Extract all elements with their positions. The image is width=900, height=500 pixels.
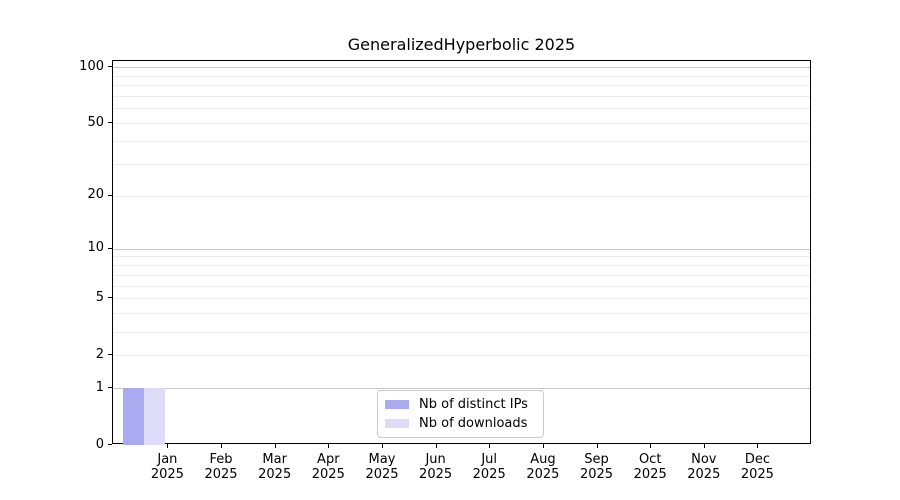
x-axis-tick-label: Jun 2025 <box>404 452 468 482</box>
x-tick-month: Apr <box>317 452 340 467</box>
gridline-minor <box>113 256 810 258</box>
y-axis-tick <box>108 387 112 389</box>
x-tick-year: 2025 <box>311 467 345 482</box>
x-tick-year: 2025 <box>204 467 238 482</box>
x-axis-tick-label: Apr 2025 <box>296 452 360 482</box>
y-axis-tick <box>108 297 112 299</box>
x-axis-tick <box>221 444 222 448</box>
gridline-minor <box>113 108 810 110</box>
y-axis-tick <box>108 122 112 123</box>
x-axis-tick-label: May 2025 <box>350 452 414 482</box>
gridline-minor <box>113 274 810 276</box>
x-axis-tick <box>382 444 383 448</box>
x-tick-month: Sep <box>584 452 609 467</box>
x-tick-year: 2025 <box>419 467 453 482</box>
legend-item-distinct-ips: Nb of distinct IPs <box>385 397 536 412</box>
y-axis-tick <box>108 247 112 249</box>
legend: Nb of distinct IPs Nb of downloads <box>377 390 544 438</box>
gridline-major <box>113 67 810 68</box>
gridline-minor <box>113 85 810 87</box>
legend-swatch-distinct-ips-icon <box>385 400 409 410</box>
x-axis-tick-label: Dec 2025 <box>725 452 789 482</box>
bar-downloads <box>144 388 166 445</box>
gridline-minor <box>113 265 810 266</box>
gridline-minor <box>113 313 810 315</box>
x-tick-month: May <box>368 452 396 467</box>
x-axis-tick-label: Aug 2025 <box>511 452 575 482</box>
x-axis-tick <box>596 444 598 448</box>
y-axis-tick-label: 20 <box>87 187 104 203</box>
x-axis-tick <box>489 444 491 448</box>
y-axis-tick-label: 5 <box>95 289 104 305</box>
x-axis-tick-label: Sep 2025 <box>565 452 629 482</box>
x-axis-tick <box>435 444 437 448</box>
legend-swatch-downloads-icon <box>385 418 409 428</box>
x-axis-tick-label: Nov 2025 <box>672 452 736 482</box>
gridline-minor <box>113 123 810 124</box>
x-axis-tick <box>703 444 705 448</box>
y-axis-tick-label: 100 <box>79 58 104 74</box>
x-tick-year: 2025 <box>258 467 292 482</box>
gridline-minor <box>113 355 810 356</box>
x-axis-tick <box>328 444 330 448</box>
bar-distinct-ips <box>123 388 145 445</box>
x-tick-year: 2025 <box>365 467 399 482</box>
y-axis-tick <box>108 66 112 67</box>
gridline-major <box>113 248 810 250</box>
gridline-minor <box>113 140 810 142</box>
plot-area <box>112 60 811 445</box>
gridline-minor <box>113 163 810 165</box>
x-axis-tick-label: Jan 2025 <box>135 452 199 482</box>
gridline-minor <box>113 195 810 197</box>
x-axis-tick <box>274 444 276 448</box>
gridline-minor <box>113 285 810 287</box>
x-tick-month: Aug <box>530 452 556 467</box>
x-axis-tick <box>650 444 652 448</box>
x-axis-tick-label: Jul 2025 <box>457 452 521 482</box>
y-axis-tick-label: 50 <box>87 114 104 130</box>
x-tick-year: 2025 <box>472 467 506 482</box>
gridline-minor <box>113 75 810 77</box>
chart-title: GeneralizedHyperbolic 2025 <box>347 35 576 54</box>
x-tick-month: Jun <box>425 452 446 467</box>
y-axis-tick-label: 10 <box>87 240 104 256</box>
x-tick-year: 2025 <box>687 467 721 482</box>
gridline-minor <box>113 331 810 333</box>
x-axis-tick <box>167 444 169 448</box>
y-axis-tick <box>108 194 112 196</box>
x-axis-tick-label: Mar 2025 <box>243 452 307 482</box>
x-tick-month: Mar <box>262 452 287 467</box>
x-tick-month: Jan <box>157 452 178 467</box>
y-axis-tick-label: 0 <box>95 436 104 452</box>
x-tick-month: Nov <box>691 452 717 467</box>
gridline-minor <box>113 95 810 97</box>
x-tick-month: Feb <box>209 452 233 467</box>
x-tick-year: 2025 <box>150 467 184 482</box>
x-tick-year: 2025 <box>633 467 667 482</box>
x-tick-year: 2025 <box>526 467 560 482</box>
legend-label-distinct-ips: Nb of distinct IPs <box>419 397 528 413</box>
x-axis-tick <box>542 444 544 448</box>
x-tick-year: 2025 <box>579 467 614 482</box>
x-tick-month: Oct <box>638 452 662 467</box>
x-tick-month: Jul <box>481 452 498 467</box>
gridline-major <box>113 388 810 390</box>
x-tick-month: Dec <box>744 452 770 467</box>
y-axis-tick-label: 2 <box>95 346 104 362</box>
gridline-minor <box>113 298 810 300</box>
y-axis-tick <box>108 444 112 445</box>
x-axis-tick-label: Oct 2025 <box>618 452 682 482</box>
y-axis-tick-label: 1 <box>95 379 104 395</box>
x-axis-tick <box>757 444 759 448</box>
y-axis-tick <box>108 354 112 355</box>
legend-label-downloads: Nb of downloads <box>419 415 528 431</box>
legend-item-downloads: Nb of downloads <box>385 416 536 431</box>
x-axis-tick-label: Feb 2025 <box>189 452 253 482</box>
x-tick-year: 2025 <box>740 467 774 482</box>
